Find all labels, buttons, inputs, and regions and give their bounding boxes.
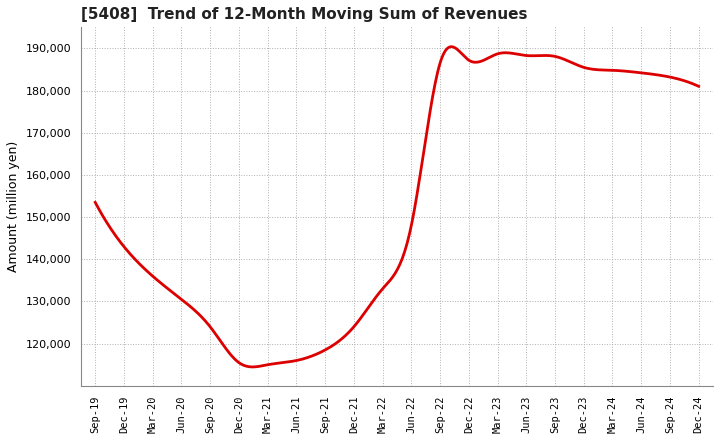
Text: [5408]  Trend of 12-Month Moving Sum of Revenues: [5408] Trend of 12-Month Moving Sum of R…	[81, 7, 527, 22]
Y-axis label: Amount (million yen): Amount (million yen)	[7, 141, 20, 272]
